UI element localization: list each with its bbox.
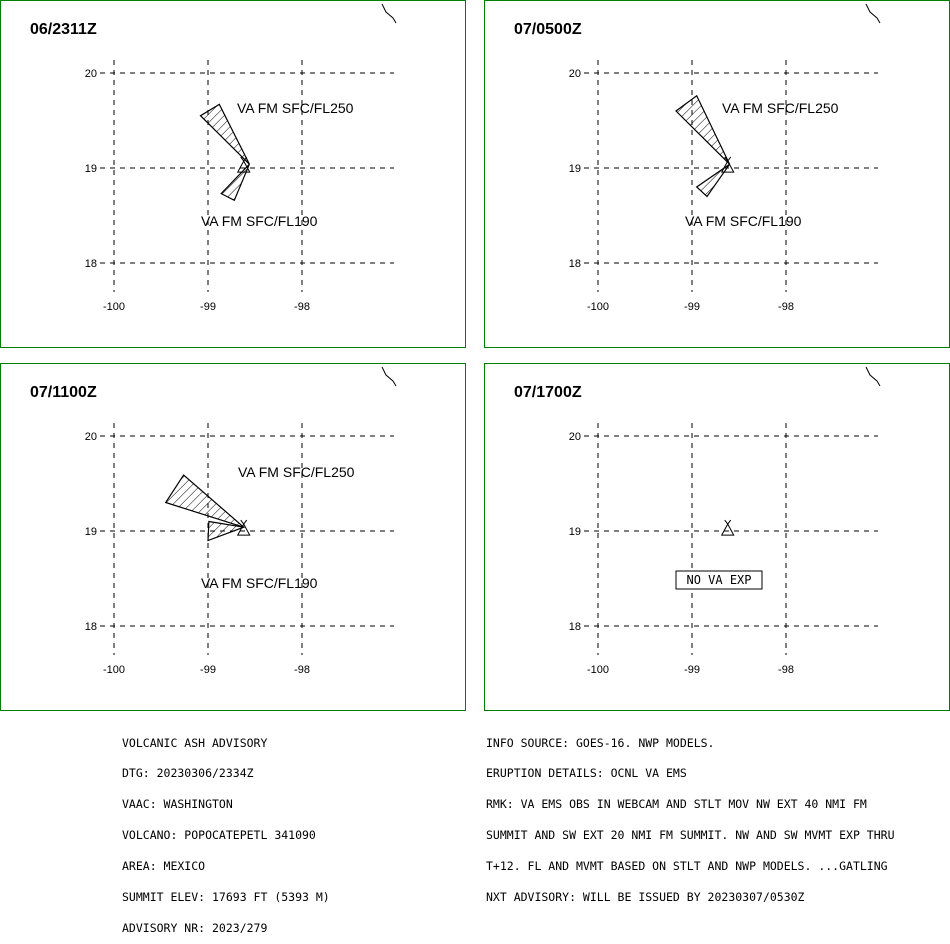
- advisory-area: AREA: MEXICO: [122, 859, 206, 874]
- valid-time-label: 07/0500Z: [514, 21, 582, 38]
- no-ash-note: NO VA EXP: [686, 573, 751, 587]
- ash-layer-label-lower: VA FM SFC/FL190: [685, 213, 802, 229]
- lon-tick-label: -98: [294, 301, 310, 313]
- lon-tick-label: -100: [103, 301, 125, 313]
- coastline: [381, 3, 397, 24]
- advisory-vaac: VAAC: WASHINGTON: [122, 797, 233, 812]
- lon-tick-label: -100: [587, 301, 609, 313]
- panel-frame: [484, 363, 950, 711]
- lat-tick-label: 20: [85, 431, 97, 443]
- lat-tick-label: 19: [85, 163, 97, 175]
- coastline: [865, 366, 881, 387]
- lat-tick-label: 18: [85, 258, 97, 270]
- advisory-summit-elev: SUMMIT ELEV: 17693 FT (5393 M): [122, 890, 330, 905]
- lat-tick-label: 18: [569, 258, 581, 270]
- ash-polygon-upper: [164, 474, 245, 528]
- map-panel-3-svg: -100 -99 -98 20 19 18 07/1100Z VA FM SFC…: [0, 363, 466, 711]
- ash-polygon-lower: [220, 163, 250, 202]
- advisory-volcano: VOLCANO: POPOCATEPETL 341090: [122, 828, 316, 843]
- map-panel-4: -100 -99 -98 20 19 18 07/1700Z NO VA EXP: [484, 363, 950, 711]
- remarks-line: SUMMIT AND SW EXT 20 NMI FM SUMMIT. NW A…: [486, 828, 895, 843]
- volcano-plume: [724, 156, 732, 162]
- volcano-triangle: [236, 523, 251, 536]
- remarks-line: RMK: VA EMS OBS IN WEBCAM AND STLT MOV N…: [486, 797, 867, 812]
- volcano-triangle: [720, 160, 735, 173]
- ash-layer-label-upper: VA FM SFC/FL250: [238, 464, 355, 480]
- lat-tick-label: 19: [569, 526, 581, 538]
- lon-tick-label: -99: [200, 664, 216, 676]
- lat-tick-label: 20: [569, 431, 581, 443]
- remarks-line: T+12. FL AND MVMT BASED ON STLT AND NWP …: [486, 859, 888, 874]
- lon-tick-label: -99: [200, 301, 216, 313]
- grid: [100, 423, 394, 655]
- lon-tick-label: -98: [294, 664, 310, 676]
- volcano-triangle: [720, 523, 735, 536]
- panel-frame: [0, 0, 466, 348]
- tick-labels: -100 -99 -98 20 19 18: [85, 68, 310, 313]
- advisory-title: VOLCANIC ASH ADVISORY: [122, 735, 268, 750]
- advisory-dtg: DTG: 20230306/2334Z: [122, 766, 254, 781]
- ash-polygons: [199, 103, 250, 202]
- tick-labels: -100 -99 -98 20 19 18: [85, 431, 310, 676]
- ash-polygon-upper: [675, 94, 731, 165]
- volcano-icon: [720, 519, 735, 536]
- map-panel-1: -100 -99 -98 20 19 18 06/2311Z VA FM SFC…: [0, 0, 466, 348]
- volcano-triangle: [236, 160, 251, 173]
- volcano-icon: [720, 156, 735, 173]
- coastline: [865, 3, 881, 24]
- next-advisory: NXT ADVISORY: WILL BE ISSUED BY 20230307…: [486, 890, 805, 905]
- volcano-plume: [724, 519, 732, 525]
- grid: [584, 60, 878, 292]
- advisory-header: VOLCANIC ASH ADVISORY DTG: 20230306/2334…: [122, 717, 330, 944]
- ash-layer-label-upper: VA FM SFC/FL250: [722, 100, 839, 116]
- map-panel-1-svg: -100 -99 -98 20 19 18 06/2311Z VA FM SFC…: [0, 0, 466, 348]
- lon-tick-label: -100: [103, 664, 125, 676]
- no-ash-note-box: [675, 570, 763, 590]
- lon-tick-label: -99: [684, 664, 700, 676]
- lon-tick-label: -98: [778, 664, 794, 676]
- volcano-plume: [240, 156, 248, 162]
- volcano-plume: [240, 519, 248, 525]
- map-panel-4-svg: -100 -99 -98 20 19 18 07/1700Z NO VA EXP: [484, 363, 950, 711]
- map-panel-3: -100 -99 -98 20 19 18 07/1100Z VA FM SFC…: [0, 363, 466, 711]
- ash-polygon-lower: [207, 520, 247, 542]
- lon-tick-label: -99: [684, 301, 700, 313]
- lat-tick-label: 19: [569, 163, 581, 175]
- valid-time-label: 06/2311Z: [30, 21, 97, 38]
- coastline: [381, 366, 397, 387]
- advisory-details: INFO SOURCE: GOES-16. NWP MODELS. ERUPTI…: [486, 717, 895, 913]
- grid: [100, 60, 394, 292]
- grid: [584, 423, 878, 655]
- ash-polygons: [164, 474, 247, 542]
- eruption-details: ERUPTION DETAILS: OCNL VA EMS: [486, 766, 687, 781]
- ash-layer-label-lower: VA FM SFC/FL190: [201, 213, 318, 229]
- tick-labels: -100 -99 -98 20 19 18: [569, 431, 794, 676]
- map-panel-2-svg: -100 -99 -98 20 19 18 07/0500Z VA FM SFC…: [484, 0, 950, 348]
- valid-time-label: 07/1700Z: [514, 384, 582, 401]
- valid-time-label: 07/1100Z: [30, 384, 97, 401]
- lat-tick-label: 19: [85, 526, 97, 538]
- lat-tick-label: 18: [569, 621, 581, 633]
- lon-tick-label: -98: [778, 301, 794, 313]
- lat-tick-label: 18: [85, 621, 97, 633]
- ash-layer-label-lower: VA FM SFC/FL190: [201, 575, 318, 591]
- lat-tick-label: 20: [569, 68, 581, 80]
- info-source: INFO SOURCE: GOES-16. NWP MODELS.: [486, 735, 715, 750]
- tick-labels: -100 -99 -98 20 19 18: [569, 68, 794, 313]
- volcano-icon: [236, 156, 251, 173]
- ash-layer-label-upper: VA FM SFC/FL250: [237, 100, 354, 116]
- map-panel-2: -100 -99 -98 20 19 18 07/0500Z VA FM SFC…: [484, 0, 950, 348]
- lat-tick-label: 20: [85, 68, 97, 80]
- advisory-number: ADVISORY NR: 2023/279: [122, 920, 268, 935]
- panel-frame: [0, 363, 466, 711]
- ash-polygon-upper: [199, 103, 250, 165]
- lon-tick-label: -100: [587, 664, 609, 676]
- volcano-icon: [236, 519, 251, 536]
